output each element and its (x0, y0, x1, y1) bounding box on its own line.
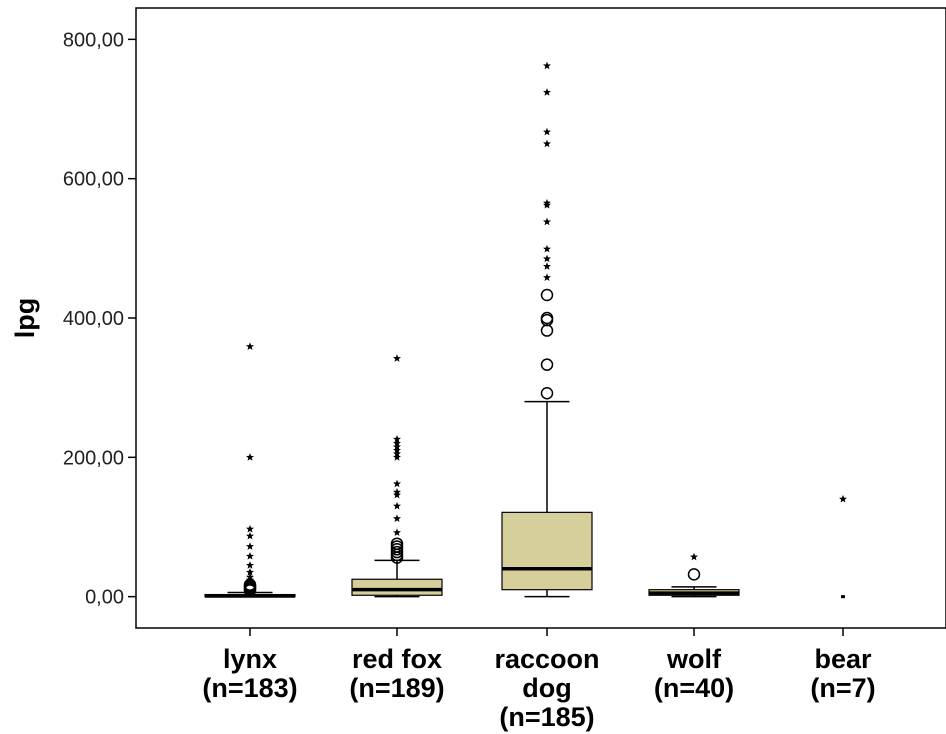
outlier-extreme-point (246, 575, 254, 584)
box-group (351, 354, 443, 636)
x-category-label: (n=189) (349, 673, 444, 703)
outlier-extreme-point (246, 568, 254, 576)
outlier-point (540, 311, 554, 325)
x-category-label: raccoon (494, 644, 599, 674)
outlier-extreme-point (393, 442, 401, 451)
outlier-extreme-point (393, 514, 401, 523)
x-axis-labels: lynx(n=183) red fox(n=189) raccoondog(n=18… (202, 644, 875, 732)
outlier-extreme-point (393, 528, 401, 536)
outlier-extreme-point (393, 490, 401, 499)
y-tick-label: 800,00 (63, 29, 124, 51)
outlier-extreme-point (543, 198, 551, 207)
x-category-label: (n=183) (202, 673, 297, 703)
outlier-extreme-point (393, 487, 401, 496)
outlier-extreme-point (543, 262, 551, 270)
x-category-label: (n=40) (654, 673, 734, 703)
outlier-point (390, 537, 404, 550)
y-tick-label: 200,00 (63, 447, 124, 469)
box-group (839, 494, 847, 636)
outlier-extreme-point (246, 578, 254, 587)
outlier-extreme-point (246, 342, 254, 350)
outlier-extreme-point (690, 552, 698, 561)
outlier-extreme-point (543, 127, 551, 136)
x-category-label: bear (814, 644, 872, 674)
y-tick-label: 600,00 (63, 169, 124, 191)
outlier-extreme-point (543, 88, 551, 96)
x-category-label: dog (522, 673, 571, 703)
outlier-extreme-point (246, 542, 254, 550)
interquartile-box (501, 511, 593, 591)
x-category-label: lynx (223, 644, 277, 674)
outlier-extreme-point (246, 453, 254, 461)
outlier-extreme-point (543, 61, 551, 70)
outlier-extreme-point (543, 254, 551, 263)
x-category-label: red fox (352, 644, 442, 674)
y-tick-label: 400,00 (63, 308, 124, 330)
x-category-label: wolf (666, 644, 722, 674)
box-series (204, 61, 847, 636)
outlier-extreme-point (246, 552, 254, 560)
outlier-point (540, 358, 554, 371)
outlier-extreme-point (543, 139, 551, 148)
outlier-extreme-point (393, 439, 401, 447)
outlier-extreme-point (393, 435, 401, 443)
x-category-label: (n=7) (810, 673, 875, 703)
outlier-extreme-point (246, 524, 254, 533)
outlier-extreme-point (246, 572, 254, 581)
box-group (204, 342, 296, 636)
x-category-label: (n=185) (499, 702, 594, 732)
outlier-extreme-point (839, 494, 847, 503)
y-tick-label: 0,00 (85, 587, 124, 609)
box-group (648, 552, 740, 636)
outlier-extreme-point (543, 217, 551, 226)
outlier-extreme-point (393, 354, 401, 362)
outlier-extreme-point (393, 449, 401, 458)
outlier-point (540, 288, 554, 302)
interquartile-box (351, 578, 443, 596)
y-axis: 0,00 200,00 400,00 600,00 800,00 (63, 29, 136, 609)
median-line (841, 595, 845, 599)
outlier-extreme-point (543, 244, 551, 253)
outlier-extreme-point (393, 453, 401, 461)
outlier-extreme-point (246, 531, 254, 540)
outlier-point (540, 386, 554, 400)
outlier-extreme-point (393, 479, 401, 488)
outlier-extreme-point (393, 446, 401, 454)
outlier-point (687, 568, 701, 581)
outlier-extreme-point (543, 273, 551, 281)
outlier-extreme-point (393, 501, 401, 510)
y-axis-label: lpg (10, 298, 40, 339)
outlier-extreme-point (246, 561, 254, 569)
box-group (501, 61, 593, 636)
